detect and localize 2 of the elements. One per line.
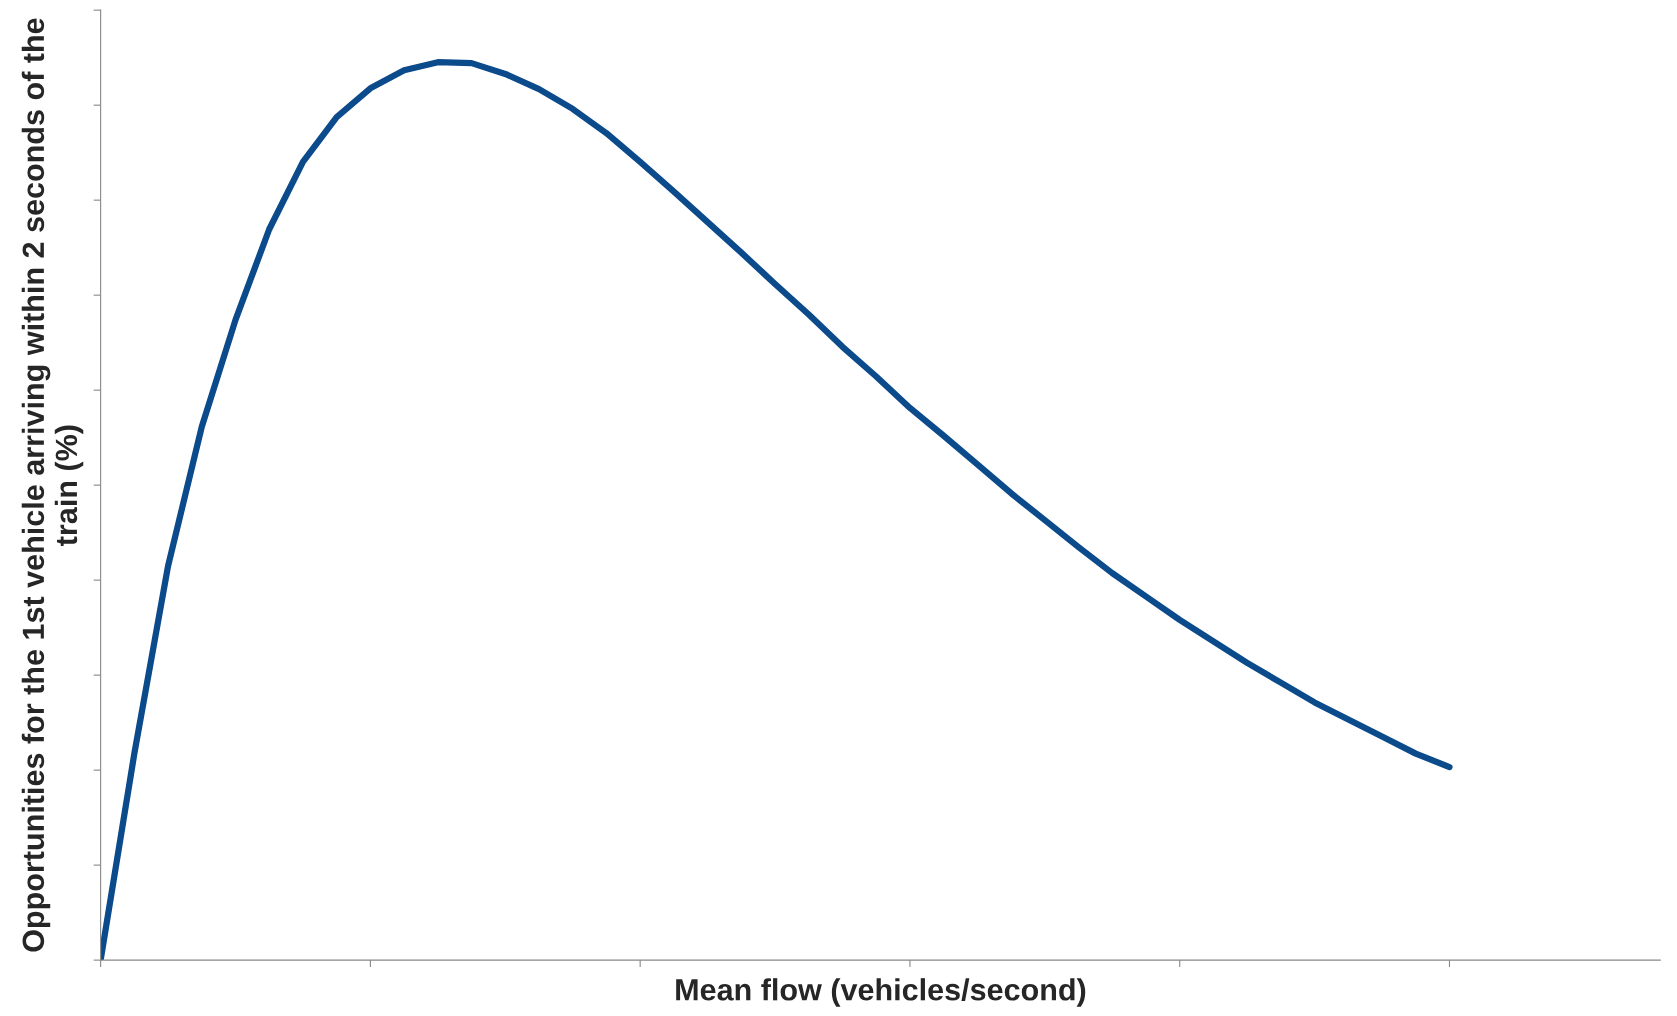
y-axis-title: Opportunities for the 1st vehicle arriving within 2 seconds of the train (%) bbox=[21, 18, 84, 952]
x-axis-title: Mean flow (vehicles/second) bbox=[676, 978, 1086, 1007]
